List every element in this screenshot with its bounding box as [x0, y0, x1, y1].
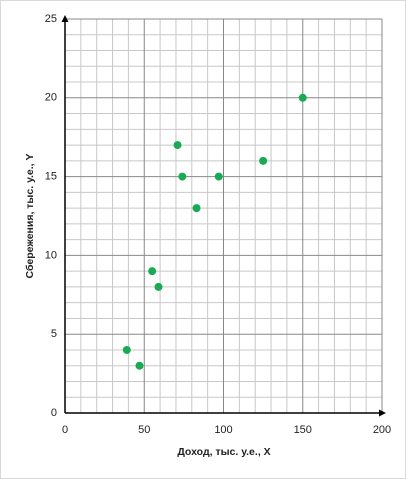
x-tick-label: 0 — [62, 424, 68, 436]
point — [154, 282, 163, 291]
point — [259, 156, 268, 165]
point — [148, 267, 157, 276]
x-tick-label: 200 — [373, 424, 391, 436]
y-tick-label: 15 — [45, 171, 57, 183]
x-axis-label: Доход, тыс. у.е., X — [177, 446, 270, 458]
point — [214, 172, 223, 181]
y-tick-label: 0 — [51, 407, 57, 419]
x-tick-label: 100 — [214, 424, 232, 436]
y-tick-label: 20 — [45, 92, 57, 104]
point — [135, 361, 144, 370]
y-axis-label: Сбережения, тыс. у.е., Y — [24, 153, 36, 278]
point — [122, 345, 131, 354]
x-tick-label: 50 — [138, 424, 150, 436]
y-axis-arrow — [61, 15, 69, 22]
y-tick-label: 5 — [51, 328, 57, 340]
point — [192, 204, 201, 213]
point — [178, 172, 187, 181]
point — [173, 141, 182, 150]
y-tick-label: 25 — [45, 13, 57, 25]
x-axis-arrow — [379, 409, 386, 417]
y-tick-label: 10 — [45, 249, 57, 261]
x-tick-label: 150 — [294, 424, 312, 436]
point — [298, 93, 307, 102]
